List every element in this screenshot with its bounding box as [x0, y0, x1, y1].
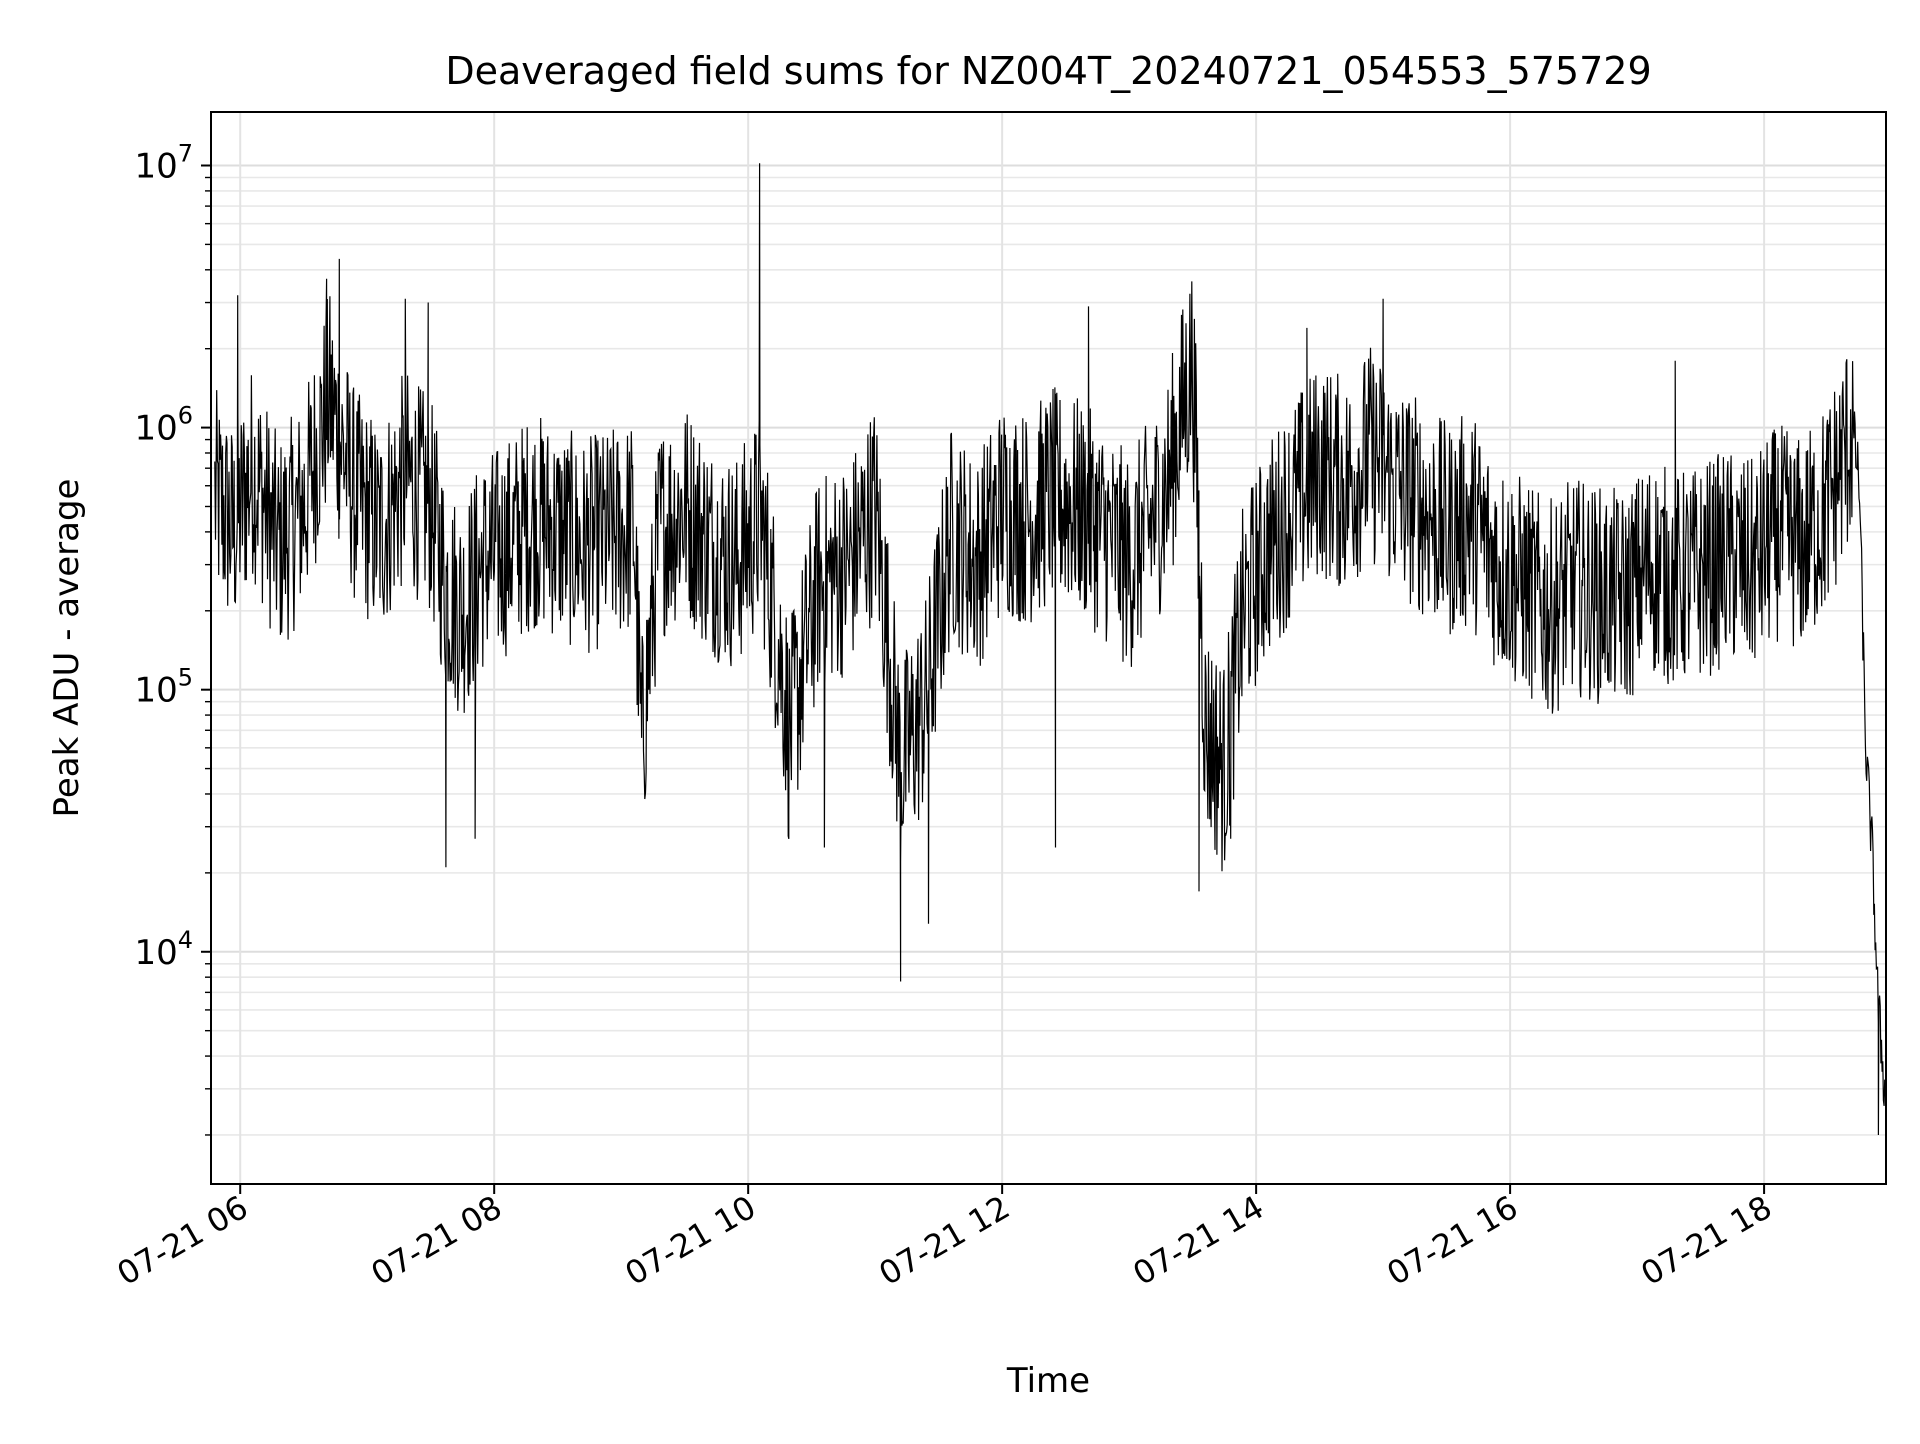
y-tick-label: 104: [134, 926, 193, 973]
plot-frame: [210, 111, 1887, 1185]
x-axis-label: Time: [1006, 1361, 1090, 1401]
series-layer: [214, 163, 1887, 1136]
y-tick-label: 106: [134, 402, 193, 449]
y-axis-label: Peak ADU - average: [47, 479, 87, 818]
y-tick-label: 105: [134, 664, 193, 711]
y-tick-label: 107: [134, 139, 193, 186]
series-line: [214, 163, 1887, 1136]
chart-title: Deaveraged field sums for NZ004T_2024072…: [445, 49, 1651, 93]
